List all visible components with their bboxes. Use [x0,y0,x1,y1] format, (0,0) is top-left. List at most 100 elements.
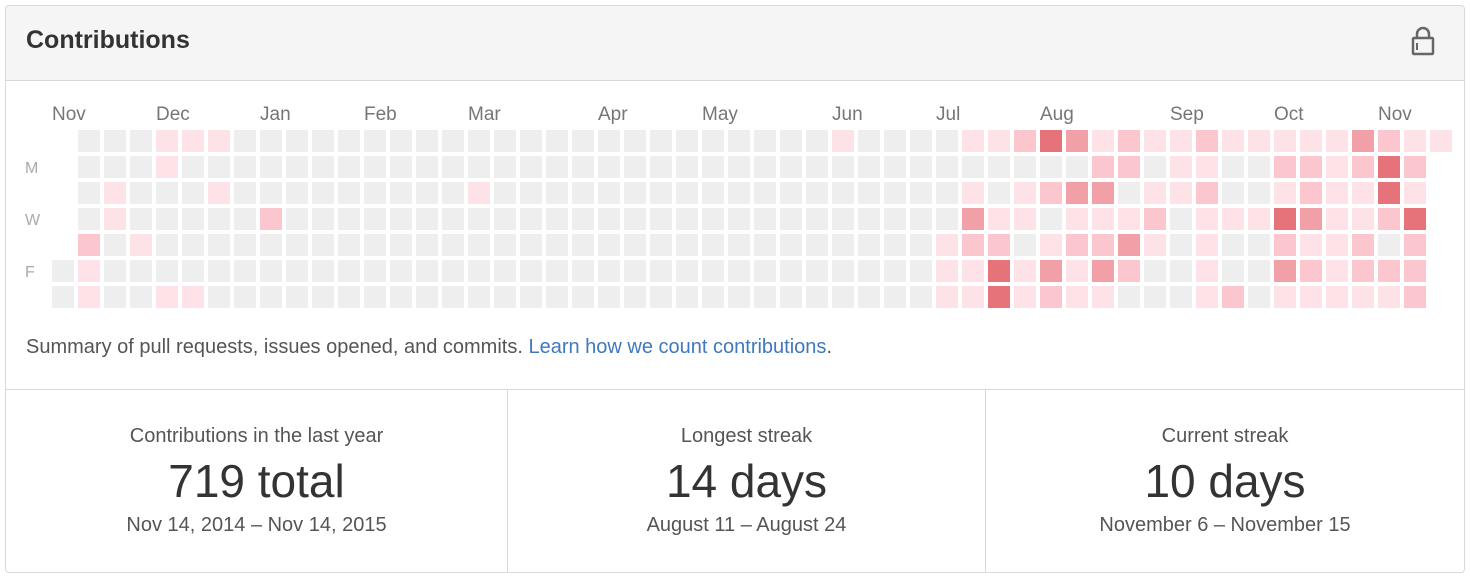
day-cell [598,286,620,308]
day-cell [858,156,880,178]
day-cell [936,208,958,230]
day-cell [572,182,594,204]
day-cell [702,286,724,308]
day-cell [260,156,282,178]
day-cell [364,156,386,178]
day-cell [1274,234,1296,256]
day-cell [780,156,802,178]
day-cell [1248,130,1270,152]
day-cell [962,182,984,204]
day-cell [832,260,854,282]
day-cell [702,234,724,256]
day-cell [1196,156,1218,178]
day-cell [1144,234,1166,256]
day-cell [234,156,256,178]
day-cell [494,234,516,256]
day-cell [572,260,594,282]
day-cell [910,260,932,282]
lock-icon[interactable] [1411,26,1435,56]
month-label: Feb [364,104,397,125]
day-cell [1170,182,1192,204]
day-cell [104,156,126,178]
day-cell [806,208,828,230]
day-cell [858,130,880,152]
day-cell [1040,208,1062,230]
day-cell [598,208,620,230]
day-cell [390,182,412,204]
day-cell [286,286,308,308]
day-cell [494,208,516,230]
day-cell [754,130,776,152]
day-cell [182,130,204,152]
month-label: Sep [1170,104,1204,125]
day-cell [468,182,490,204]
day-cell [1378,130,1400,152]
day-cell [650,156,672,178]
day-cell [1118,234,1140,256]
day-cell [780,182,802,204]
day-cell [884,260,906,282]
day-cell [286,156,308,178]
day-cell [1352,130,1374,152]
day-cell [624,156,646,178]
day-cell [52,260,74,282]
day-cell [1014,130,1036,152]
day-cell [1352,234,1374,256]
day-cell [364,130,386,152]
day-cell [208,286,230,308]
day-cell [1014,234,1036,256]
day-cell [1274,208,1296,230]
day-cell [1066,286,1088,308]
day-cell [858,182,880,204]
day-cell [988,286,1010,308]
day-cell [208,260,230,282]
day-cell [546,286,568,308]
day-cell [936,286,958,308]
month-label: Apr [598,104,628,125]
day-cell [936,130,958,152]
day-cell [1352,156,1374,178]
day-cell [364,260,386,282]
day-cell [1222,234,1244,256]
day-cell [962,156,984,178]
day-cell [468,156,490,178]
day-cell [1300,130,1322,152]
day-cell [572,286,594,308]
day-cell [650,286,672,308]
day-cell [1040,260,1062,282]
day-cell [1326,234,1348,256]
day-cell [1326,260,1348,282]
month-label: Jan [260,104,291,125]
learn-link[interactable]: Learn how we count contributions [528,336,827,358]
day-cell [520,234,542,256]
day-cell [988,130,1010,152]
day-cell [182,286,204,308]
day-cell [260,130,282,152]
day-cell [494,156,516,178]
day-cell [208,182,230,204]
day-cell [182,260,204,282]
day-cell [130,234,152,256]
day-cell [1248,156,1270,178]
day-cell [364,208,386,230]
day-cell [884,286,906,308]
day-cell [130,130,152,152]
stat-range: August 11 – August 24 [646,514,847,536]
day-cell [234,182,256,204]
day-cell [624,234,646,256]
day-cell [390,156,412,178]
day-cell [988,182,1010,204]
day-cell [520,130,542,152]
day-cell [1092,182,1114,204]
stat-label: Contributions in the last year [129,425,384,447]
day-cell [260,260,282,282]
day-cell [598,260,620,282]
day-cell [1248,260,1270,282]
day-cell [624,260,646,282]
day-cell [1066,130,1088,152]
day-cell [468,260,490,282]
day-cell [780,286,802,308]
day-cell [572,130,594,152]
day-cell [884,182,906,204]
day-cell [442,234,464,256]
